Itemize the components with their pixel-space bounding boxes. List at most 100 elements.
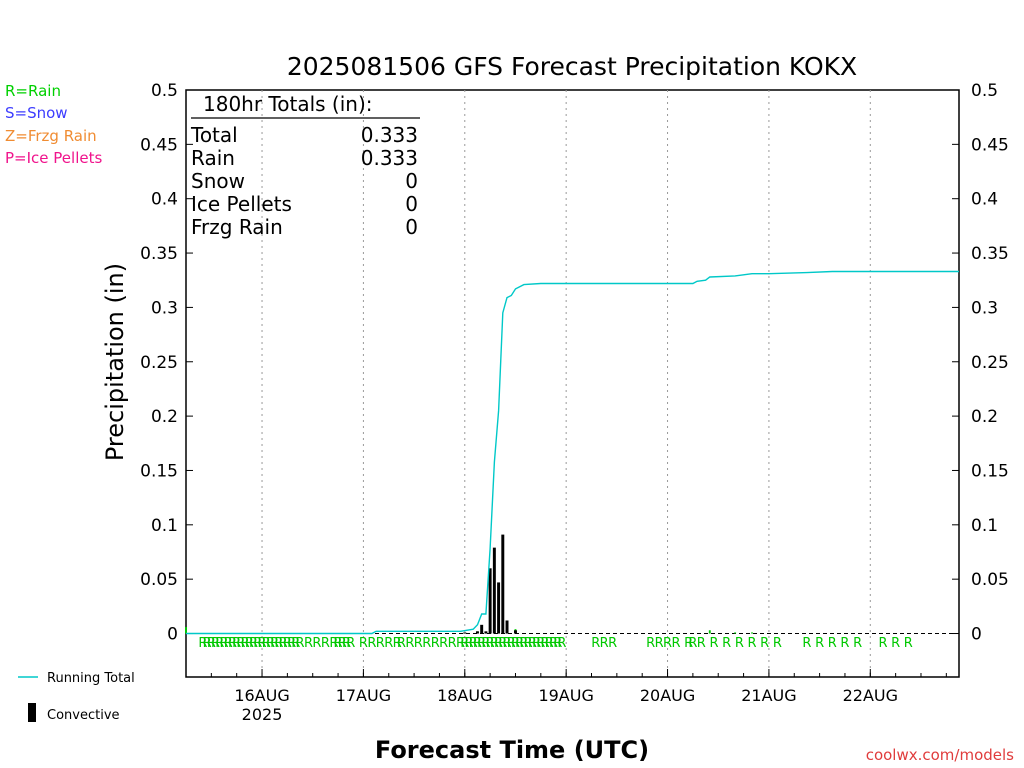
precip-type-letter: R [802, 636, 811, 651]
grid-lines [261, 90, 871, 677]
precip-type-letter: R [232, 636, 241, 651]
convective-bar [497, 582, 501, 634]
precip-type-letter: R [460, 636, 469, 651]
precip-type-letter: R [448, 636, 457, 651]
precip-type-letter: R [600, 636, 609, 651]
y-tick-label-right: 0.25 [971, 353, 1009, 373]
precip-type-letter: R [236, 636, 245, 651]
totals-label-ice-pellets: Ice Pellets [191, 192, 292, 216]
y-tick-label-left: 0.1 [151, 516, 178, 536]
precip-type-letter: R [655, 636, 664, 651]
y-tick-label-left: 0.15 [140, 461, 178, 481]
y-tick-label-right: 0.35 [971, 244, 1009, 264]
precip-type-letter: R [490, 636, 499, 651]
precip-type-letter: R [688, 636, 697, 651]
precip-type-letter: R [405, 636, 414, 651]
precip-type-letter: R [283, 636, 292, 651]
precip-type-letter: R [266, 636, 275, 651]
precip-type-letter: R [684, 636, 693, 651]
precip-type-letter: R [545, 636, 554, 651]
y-tick-label-right: 0.1 [971, 516, 998, 536]
precip-type-letter: R [367, 636, 376, 651]
precip-type-letter: R [228, 636, 237, 651]
precip-type-letter: R [735, 636, 744, 651]
y-tick-label-right: 0.4 [971, 190, 998, 210]
precip-type-letter: R [477, 636, 486, 651]
precip-type-letter: R [304, 636, 313, 651]
x-tick-label: 19AUG [538, 686, 593, 705]
precip-type-letter: R [722, 636, 731, 651]
x-axis-title: Forecast Time (UTC) [375, 736, 649, 764]
totals-header: 180hr Totals (in): [203, 92, 373, 116]
y-axis-title: Precipitation (in) [101, 263, 129, 461]
precip-type-letter: R [524, 636, 533, 651]
rain-bar [751, 632, 753, 634]
precip-type-letter: R [321, 636, 330, 651]
precip-type-legend: R=Rain S=Snow Z=Frzg Rain P=Ice Pellets [5, 82, 102, 167]
legend-snow: S=Snow [5, 104, 68, 122]
y-axis-right: 0.5 0.45 0.4 0.35 0.3 0.25 0.2 0.15 0.1 0.05 0 [952, 81, 1009, 645]
precip-type-letter: R [498, 636, 507, 651]
precip-type-letter: R [528, 636, 537, 651]
y-tick-label-right: 0.05 [971, 570, 1009, 590]
plot-frame [185, 89, 960, 678]
precip-type-letter: R [359, 636, 368, 651]
totals-label-total: Total [190, 123, 238, 147]
running-total-line [186, 270, 959, 635]
precip-type-letter: R [828, 636, 837, 651]
precip-type-letter: R [481, 636, 490, 651]
precip-type-letter: R [414, 636, 423, 651]
precip-type-letter: R [608, 636, 617, 651]
y-tick-label-left: 0.45 [140, 135, 178, 155]
precip-type-letter: R [439, 636, 448, 651]
x-tick-label: 18AUG [437, 686, 492, 705]
totals-box: 180hr Totals (in): Total 0.333 Rain 0.33… [190, 92, 420, 239]
precip-type-letter: R [291, 636, 300, 651]
precip-type-letter: R [553, 636, 562, 651]
precip-type-letter: R [503, 636, 512, 651]
precip-type-letter: R [536, 636, 545, 651]
y-tick-label-right: 0.2 [971, 407, 998, 427]
totals-value-frzg-rain: 0 [405, 215, 418, 239]
precip-type-letter: R [473, 636, 482, 651]
rain-bar [708, 630, 711, 634]
precip-type-letter: R [397, 636, 406, 651]
legend-running-total-label: Running Total [47, 671, 135, 686]
precip-type-letter: R [840, 636, 849, 651]
totals-label-snow: Snow [191, 169, 245, 193]
precip-type-letter: R [747, 636, 756, 651]
precip-type-letter: R [342, 636, 351, 651]
precip-type-letter: R [773, 636, 782, 651]
y-tick-label-right: 0.45 [971, 135, 1009, 155]
totals-value-snow: 0 [405, 169, 418, 193]
precip-type-letter: R [203, 636, 212, 651]
precip-type-letter: R [338, 636, 347, 651]
precip-type-letter: R [469, 636, 478, 651]
precip-type-letter: R [515, 636, 524, 651]
convective-bar [475, 631, 479, 634]
precip-type-letter: R [296, 636, 305, 651]
y-tick-label-right: 0.5 [971, 81, 998, 101]
precip-type-letter: R [258, 636, 267, 651]
chart-title: 2025081506 GFS Forecast Precipitation KO… [287, 52, 857, 81]
precip-type-letter: R [279, 636, 288, 651]
precip-type-letter: R [376, 636, 385, 651]
precip-type-letter: R [253, 636, 262, 651]
precip-type-letter: R [215, 636, 224, 651]
x-tick-year-label: 2025 [242, 705, 283, 724]
y-tick-label-left: 0.05 [140, 570, 178, 590]
y-tick-label-left: 0.25 [140, 353, 178, 373]
convective-bar [492, 547, 496, 634]
precip-type-letter: R [494, 636, 503, 651]
y-tick-label-right: 0 [971, 625, 982, 645]
legend-frzg-rain: Z=Frzg Rain [5, 127, 97, 145]
precip-type-letter: R [541, 636, 550, 651]
totals-value-rain: 0.333 [361, 146, 418, 170]
precip-type-letter: R [198, 636, 207, 651]
precip-type-letter: R [219, 636, 228, 651]
convective-bar [480, 624, 484, 634]
precip-type-letter: R [207, 636, 216, 651]
y-tick-label-left: 0.5 [151, 81, 178, 101]
